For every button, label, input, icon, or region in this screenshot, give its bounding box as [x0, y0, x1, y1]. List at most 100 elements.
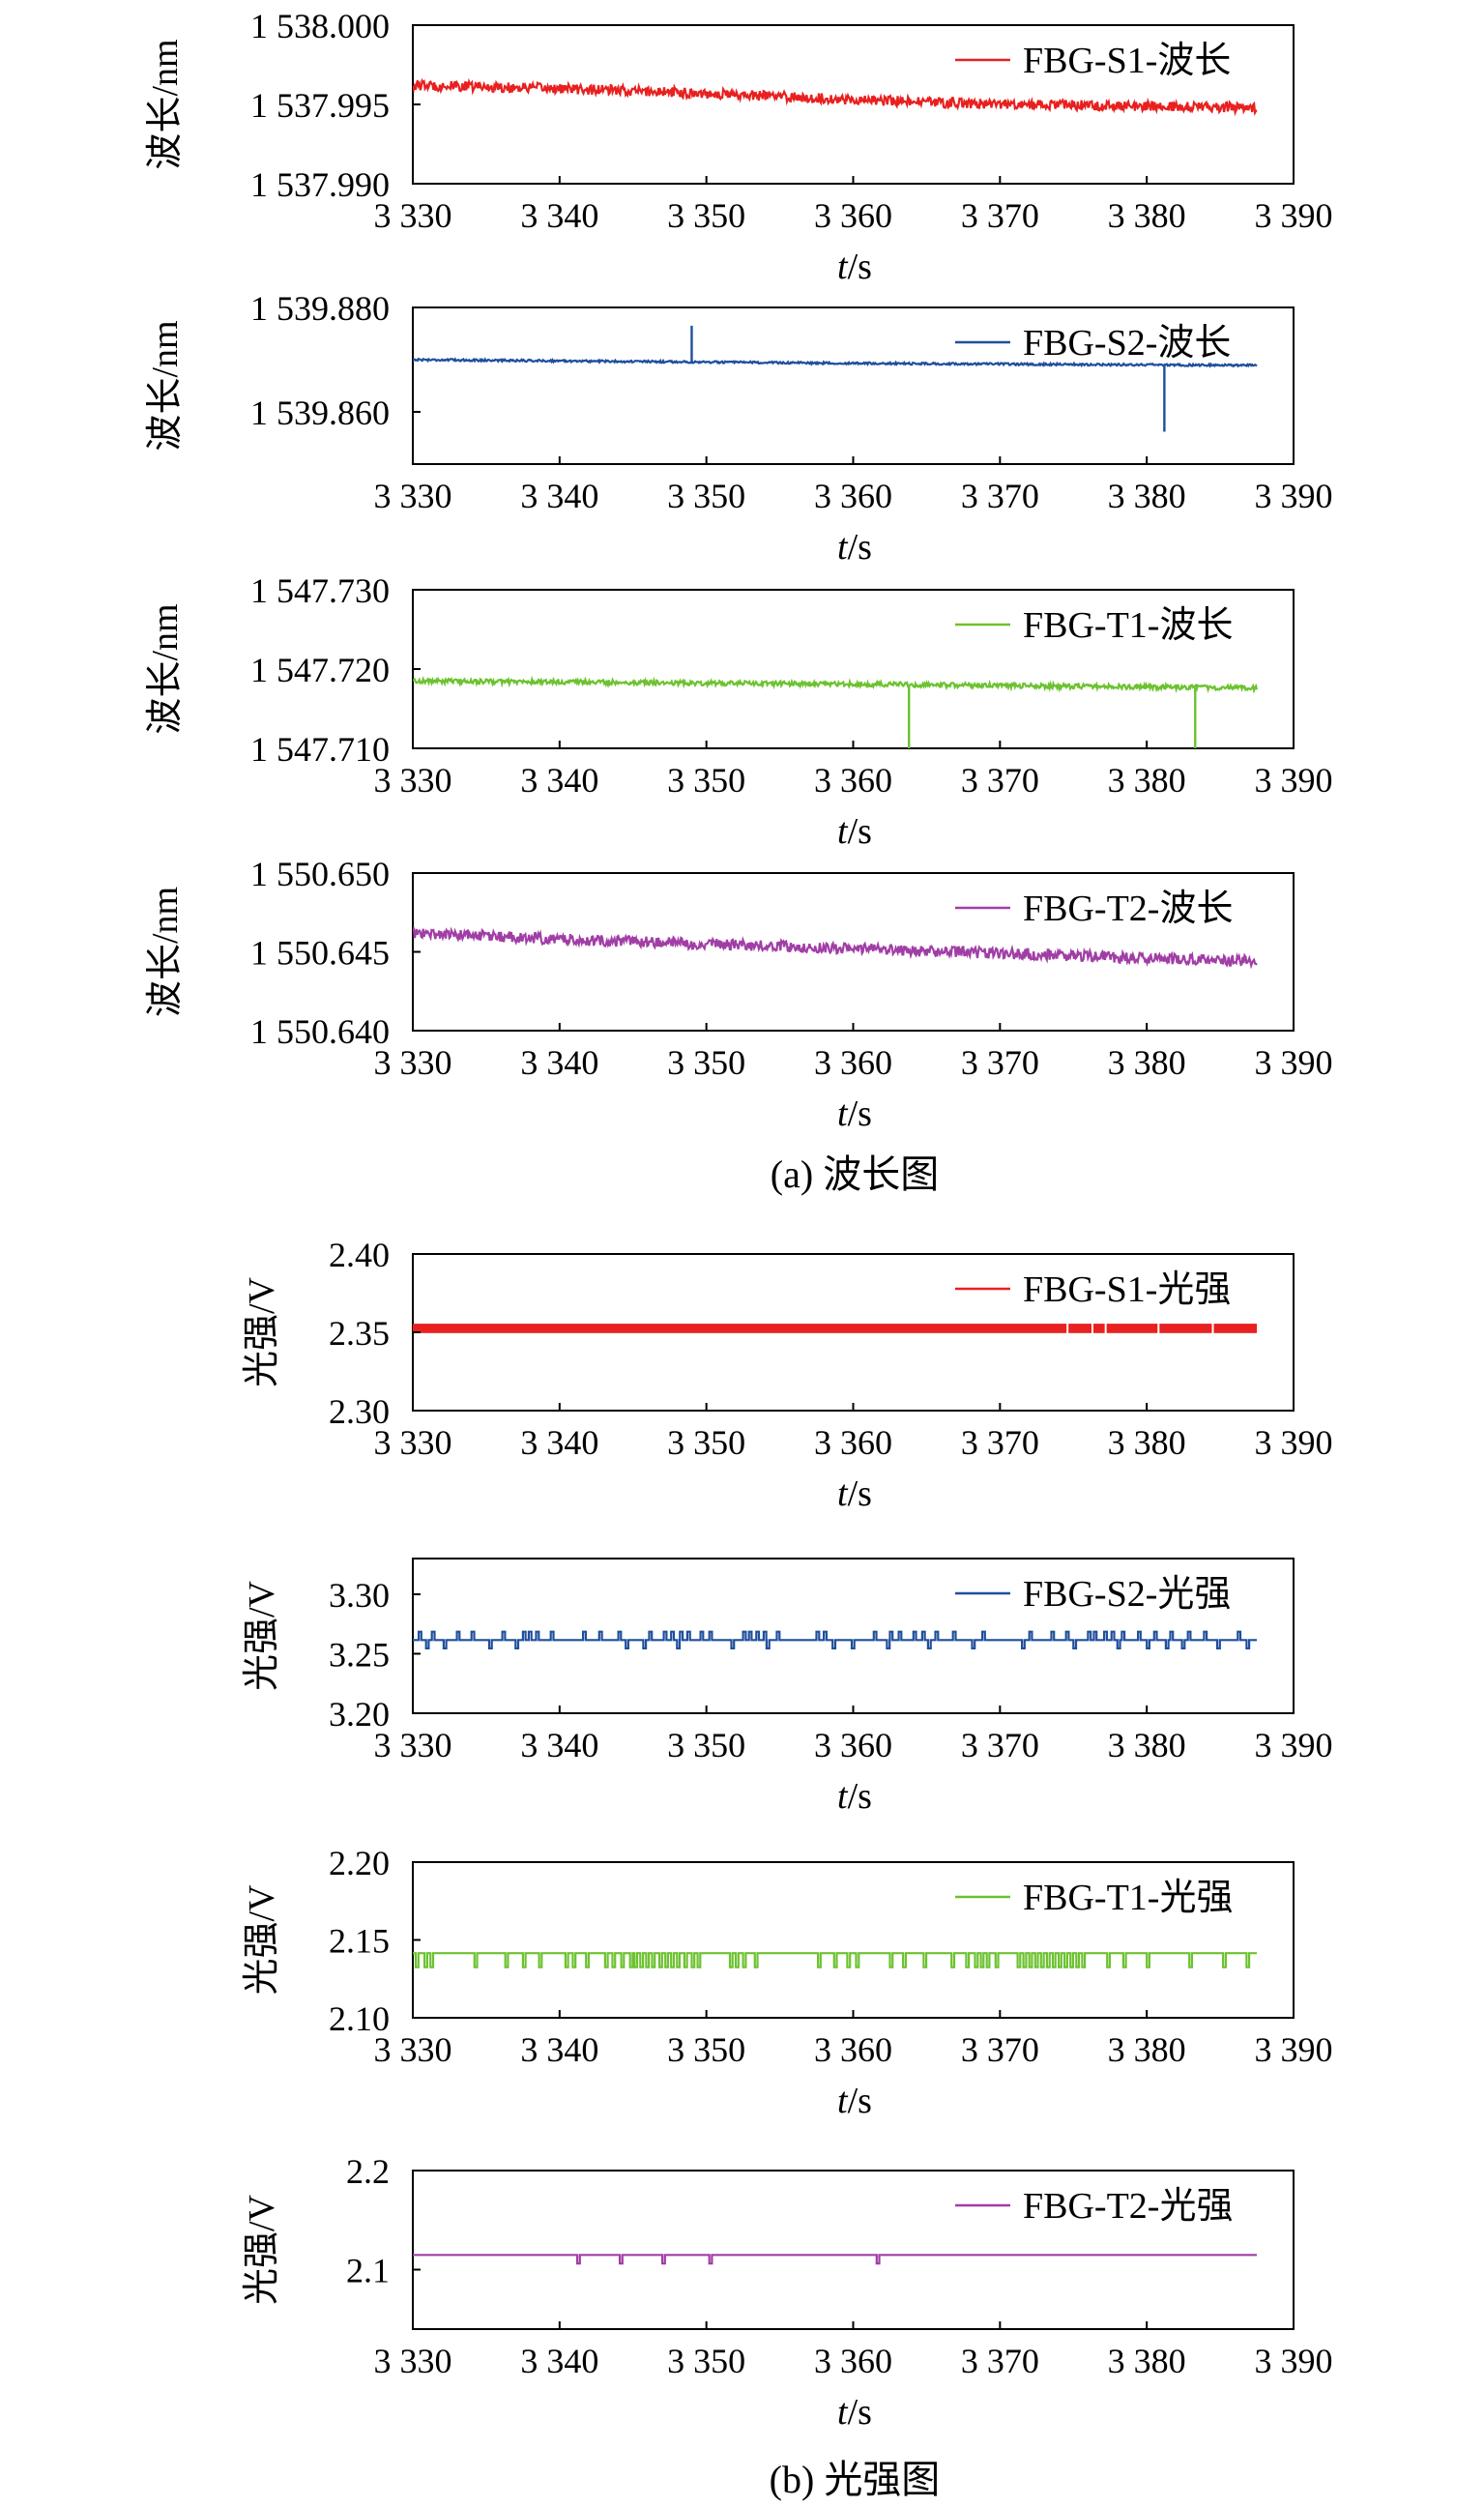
- x-tick-label: 3 380: [1108, 196, 1186, 235]
- y-tick-label: 2.35: [329, 1314, 390, 1353]
- y-axis-label: 光强/V: [242, 1884, 282, 1996]
- x-axis-label: t/s: [837, 1093, 872, 1134]
- x-tick-label: 3 380: [1108, 1726, 1186, 1764]
- x-tick-label: 3 380: [1108, 2030, 1186, 2069]
- x-tick-label: 3 360: [814, 761, 892, 800]
- x-axis-label: t/s: [837, 2081, 872, 2121]
- x-axis-label-var: t: [837, 1093, 849, 1134]
- x-axis-label: t/s: [837, 2392, 872, 2433]
- x-tick-label: 3 390: [1255, 761, 1333, 800]
- x-axis-label-var: t: [837, 2081, 849, 2121]
- x-axis-label: t/s: [837, 811, 872, 852]
- x-tick-label: 3 370: [961, 1423, 1039, 1462]
- x-tick-label: 3 340: [520, 761, 598, 800]
- x-axis-label-var: t: [837, 527, 849, 568]
- x-tick-label: 3 330: [374, 2030, 452, 2069]
- y-tick-label: 1 547.720: [250, 651, 390, 689]
- y-axis-label: 光强/V: [242, 2194, 282, 2305]
- y-tick-label: 1 547.730: [250, 571, 390, 610]
- series-group: [413, 1952, 1257, 1968]
- x-tick-label: 3 350: [667, 477, 745, 515]
- series-group: [413, 77, 1258, 117]
- x-tick-label: 3 370: [961, 1726, 1039, 1764]
- x-tick-label: 3 370: [961, 2342, 1039, 2380]
- y-axis-label: 波长/nm: [145, 39, 186, 169]
- x-tick-label: 3 370: [961, 477, 1039, 515]
- y-axis-label: 光强/V: [242, 1580, 282, 1691]
- x-tick-label: 3 350: [667, 761, 745, 800]
- y-axis-label: 波长/nm: [145, 887, 186, 1017]
- series-line: [413, 77, 1258, 117]
- x-tick-label: 3 330: [374, 1423, 452, 1462]
- x-tick-label: 3 380: [1108, 761, 1186, 800]
- series-band: [413, 1324, 1258, 1333]
- x-tick-label: 3 370: [961, 2030, 1039, 2069]
- x-axis-label: t/s: [837, 247, 872, 287]
- x-tick-label: 3 350: [667, 1423, 745, 1462]
- x-tick-label: 3 330: [374, 196, 452, 235]
- x-tick-label: 3 390: [1255, 1726, 1333, 1764]
- legend-label: FBG-T1-光强: [1023, 1878, 1233, 1918]
- x-tick-label: 3 350: [667, 2342, 745, 2380]
- y-tick-label: 1 537.990: [250, 165, 390, 204]
- series-line: [413, 2254, 1257, 2265]
- x-tick-label: 3 390: [1255, 1423, 1333, 1462]
- x-tick-label: 3 370: [961, 1043, 1039, 1082]
- x-tick-label: 3 390: [1255, 477, 1333, 515]
- x-axis-label-unit: /s: [848, 2081, 872, 2121]
- y-tick-label: 3.25: [329, 1635, 390, 1674]
- x-tick-label: 3 340: [520, 477, 598, 515]
- y-tick-label: 2.15: [329, 1922, 390, 1961]
- x-tick-label: 3 360: [814, 1423, 892, 1462]
- legend-label: FBG-S1-波长: [1023, 41, 1231, 81]
- legend-label: FBG-S2-光强: [1023, 1574, 1231, 1615]
- x-tick-label: 3 330: [374, 1726, 452, 1764]
- series-group: [413, 926, 1258, 970]
- x-axis-label-unit: /s: [848, 527, 872, 568]
- x-tick-label: 3 380: [1108, 1423, 1186, 1462]
- x-axis-label-unit: /s: [848, 811, 872, 852]
- x-tick-label: 3 340: [520, 1423, 598, 1462]
- x-tick-label: 3 340: [520, 2342, 598, 2380]
- x-tick-label: 3 330: [374, 477, 452, 515]
- intensity-t2-chart: 3 330 3 340 3 350 3 360 3 370 3 380 3 390 2.1 2.…: [242, 2152, 1333, 2433]
- legend-label: FBG-T2-光强: [1023, 2186, 1233, 2227]
- series-line: [413, 357, 1258, 368]
- x-axis-label-unit: /s: [848, 247, 872, 287]
- x-tick-label: 3 360: [814, 2342, 892, 2380]
- x-tick-label: 3 370: [961, 196, 1039, 235]
- x-tick-label: 3 330: [374, 1043, 452, 1082]
- x-tick-label: 3 380: [1108, 2342, 1186, 2380]
- x-tick-label: 3 350: [667, 2030, 745, 2069]
- caption-intensity: (b) 光强图: [770, 2458, 941, 2501]
- series-line: [413, 926, 1258, 970]
- y-tick-label: 3.20: [329, 1695, 390, 1734]
- series-group: [413, 1630, 1257, 1649]
- x-tick-label: 3 340: [520, 2030, 598, 2069]
- y-tick-label: 1 538.000: [250, 7, 390, 45]
- x-tick-label: 3 340: [520, 196, 598, 235]
- series-group: [413, 675, 1259, 748]
- wavelength-t2-chart: 3 330 3 340 3 350 3 360 3 370 3 380 3 390 1 550…: [145, 855, 1333, 1134]
- series-group: [413, 325, 1258, 432]
- charts-group: 3 330 3 340 3 350 3 360 3 370 3 380 3 390 1 537…: [145, 7, 1333, 2433]
- y-tick-label: 1 547.710: [250, 730, 390, 769]
- wavelength-t1-chart: 3 330 3 340 3 350 3 360 3 370 3 380 3 390 1 547…: [145, 571, 1333, 852]
- x-tick-label: 3 390: [1255, 2342, 1333, 2380]
- y-axis-label: 波长/nm: [145, 320, 186, 451]
- y-tick-label: 2.30: [329, 1392, 390, 1431]
- x-tick-label: 3 350: [667, 1726, 745, 1764]
- y-tick-label: 1 550.645: [250, 934, 390, 973]
- wavelength-s1-chart: 3 330 3 340 3 350 3 360 3 370 3 380 3 390 1 537…: [145, 7, 1333, 287]
- x-tick-label: 3 360: [814, 477, 892, 515]
- series-group: [413, 2254, 1257, 2265]
- x-axis-label-var: t: [837, 247, 849, 287]
- legend-label: FBG-S1-光强: [1023, 1269, 1231, 1310]
- x-tick-label: 3 390: [1255, 196, 1333, 235]
- series-group: [413, 1323, 1258, 1334]
- y-tick-label: 1 539.860: [250, 394, 390, 432]
- x-tick-label: 3 350: [667, 196, 745, 235]
- y-tick-label: 2.10: [329, 1999, 390, 2038]
- y-tick-label: 2.40: [329, 1236, 390, 1274]
- x-tick-label: 3 390: [1255, 1043, 1333, 1082]
